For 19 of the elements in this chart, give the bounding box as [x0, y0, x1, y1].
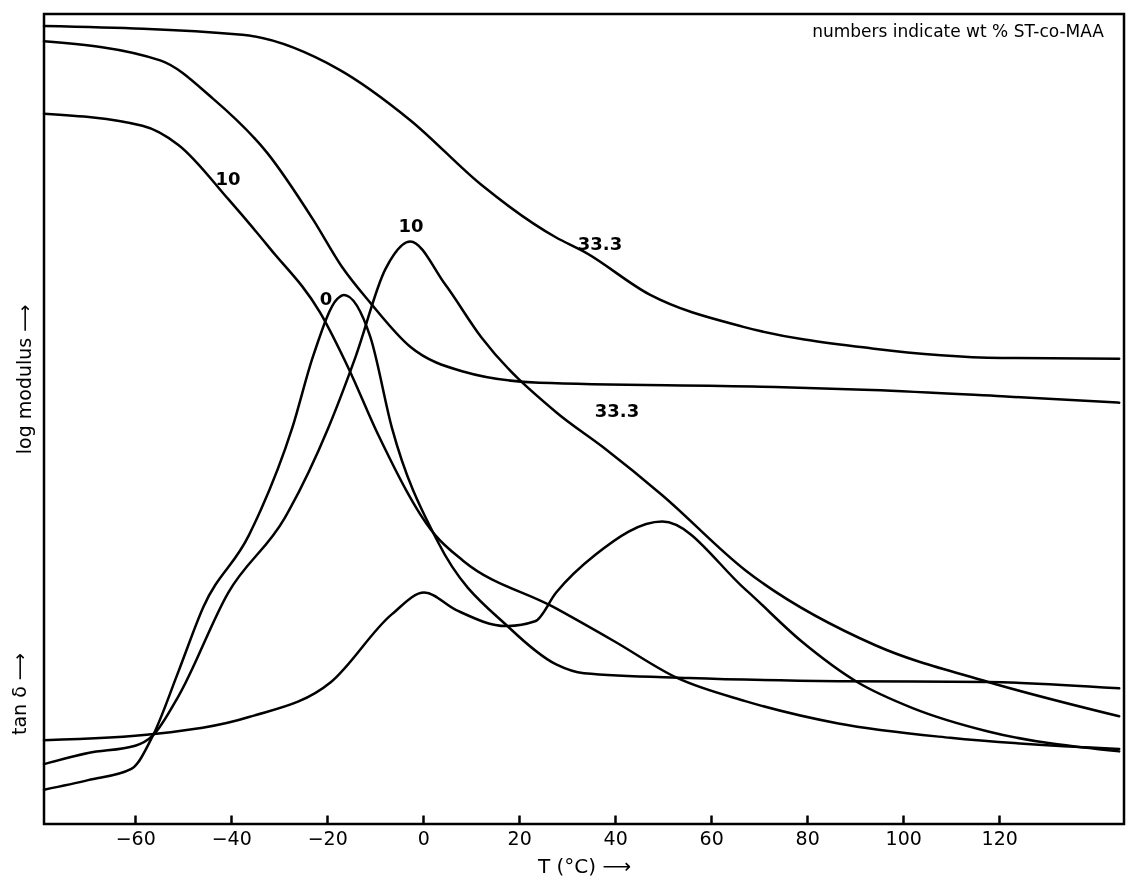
- x-tick-label: −60: [115, 826, 156, 849]
- x-axis-title: T (°C) ⟶: [536, 853, 632, 878]
- x-tick-label: 100: [885, 826, 922, 849]
- x-tick-label: 20: [507, 826, 532, 849]
- x-tick-label: 80: [795, 826, 820, 849]
- annotation: 0: [319, 288, 333, 309]
- annotation: numbers indicate wt % ST-co-MAA: [812, 21, 1105, 41]
- annotation: 33.3: [594, 400, 640, 421]
- x-tick-label: −20: [307, 826, 348, 849]
- annotation: 10: [398, 215, 424, 236]
- x-tick-label: 40: [603, 826, 628, 849]
- x-tick-label: −40: [211, 826, 252, 849]
- text: tan δ ⟶: [8, 652, 30, 736]
- x-tick-label: 60: [699, 826, 724, 849]
- x-tick-label: 120: [981, 826, 1018, 849]
- annotation: 33.3: [577, 233, 623, 254]
- annotation: 10: [215, 168, 241, 189]
- x-tick-label: 0: [417, 826, 430, 849]
- y-axis-title: log modulus ⟶: [12, 304, 35, 455]
